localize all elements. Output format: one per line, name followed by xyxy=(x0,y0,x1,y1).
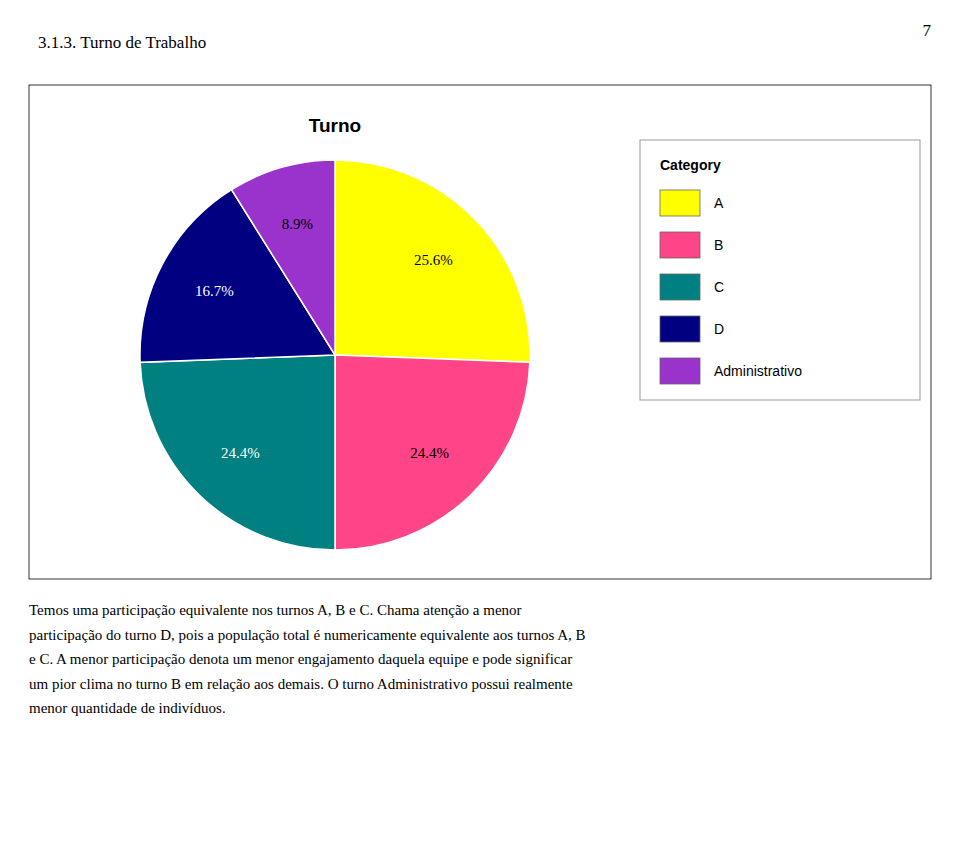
body-text: Temos uma participação equivalente nos t… xyxy=(29,602,586,716)
legend-label: A xyxy=(714,195,724,211)
data-label: 24.4% xyxy=(221,445,260,461)
page-number: 7 xyxy=(923,21,932,40)
legend-swatch xyxy=(660,316,700,342)
body-text-line: e C. A menor participação denota um meno… xyxy=(29,651,572,667)
legend-swatch xyxy=(660,358,700,384)
data-labels: 25.6% 24.4% 24.4% 16.7% 8.9% xyxy=(195,216,453,462)
data-label: 25.6% xyxy=(414,252,453,268)
legend-swatch xyxy=(660,190,700,216)
pie-slice xyxy=(335,160,530,362)
data-label: 8.9% xyxy=(282,216,313,232)
pie-slice xyxy=(140,355,335,550)
pie-slice xyxy=(335,355,530,550)
heading: 3.1.3. Turno de Trabalho xyxy=(38,33,206,52)
legend-swatch xyxy=(660,274,700,300)
legend-swatch xyxy=(660,232,700,258)
legend-label: Administrativo xyxy=(714,363,802,379)
body-text-line: participação do turno D, pois a populaçã… xyxy=(29,627,586,643)
body-text-line: Temos uma participação equivalente nos t… xyxy=(29,602,522,618)
pie-slice xyxy=(232,160,335,355)
chart-title: Turno xyxy=(309,115,361,136)
data-label: 24.4% xyxy=(410,445,449,461)
legend-label: C xyxy=(714,279,724,295)
pie xyxy=(140,160,530,550)
data-label: 16.7% xyxy=(195,283,234,299)
page: 3.1.3. Turno de Trabalho 7 Turno 25.6% 24.4%… xyxy=(0,0,960,851)
legend-frame xyxy=(640,140,920,400)
legend-label: D xyxy=(714,321,724,337)
legend-title: Category xyxy=(660,157,721,173)
body-text-line: um pior clima no turno B em relação aos … xyxy=(29,676,573,692)
body-text-line: menor quantidade de indivíduos. xyxy=(29,700,226,716)
legend-label: B xyxy=(714,237,723,253)
chart-frame xyxy=(29,85,931,579)
legend: Category A B C D Administrativo xyxy=(640,140,920,400)
